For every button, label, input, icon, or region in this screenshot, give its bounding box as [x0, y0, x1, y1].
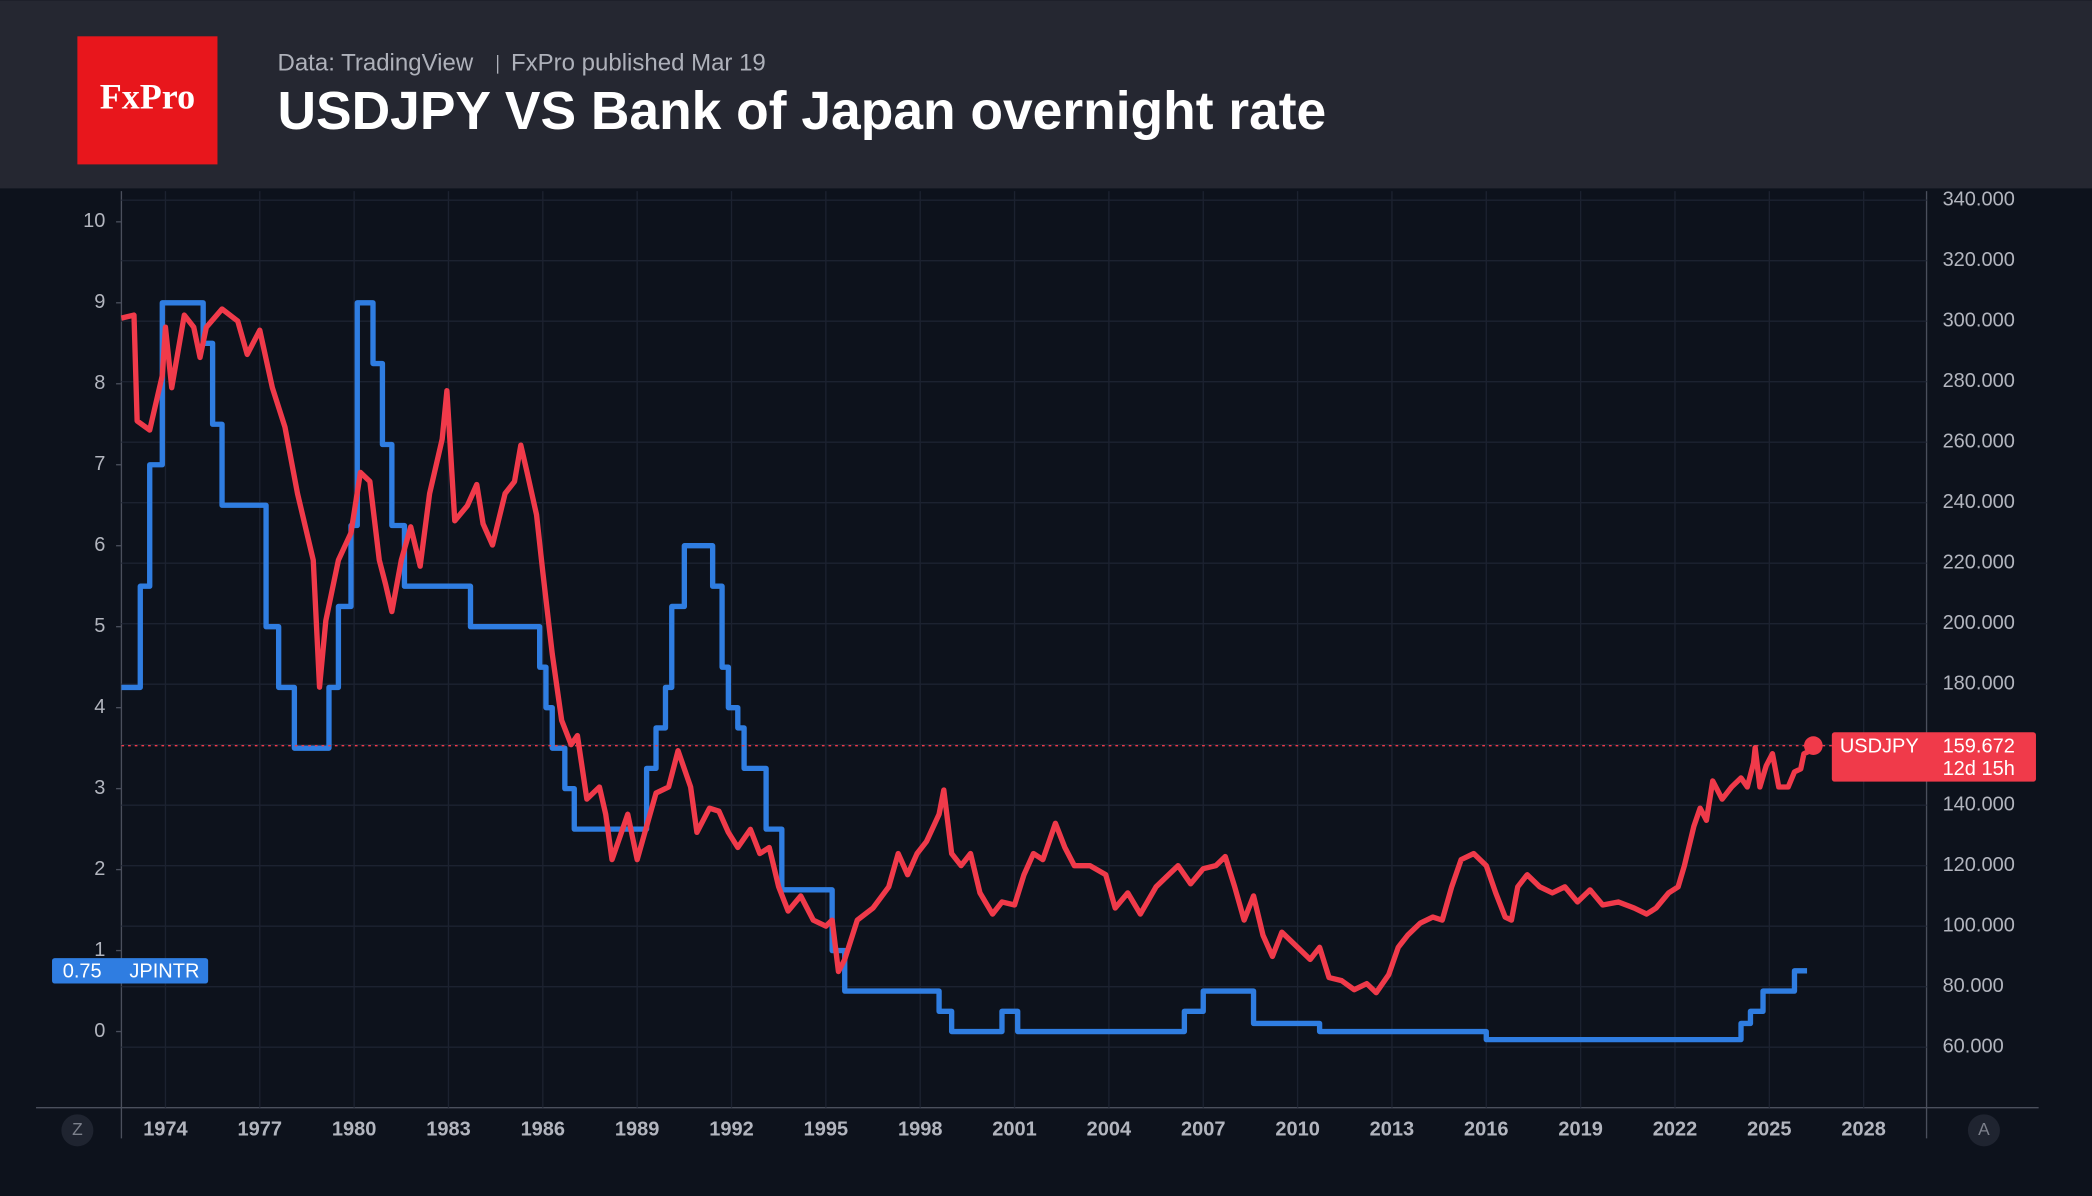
y2-tick-label: 120.000	[1943, 854, 2015, 876]
x-tick-label: 2016	[1464, 1119, 1509, 1141]
y-tick-label: 1	[94, 939, 105, 961]
x-tick-label: 2004	[1087, 1119, 1132, 1141]
x-tick-label: 2022	[1653, 1119, 1698, 1141]
y2-tick-label: 140.000	[1943, 793, 2015, 815]
y2-tick-label: 80.000	[1943, 975, 2004, 997]
button-label[interactable]: Z	[72, 1119, 83, 1139]
y2-tick-label: 240.000	[1943, 491, 2015, 513]
y2-tick-label: 180.000	[1943, 672, 2015, 694]
y-tick-label: 2	[94, 858, 105, 880]
y-tick-label: 4	[94, 696, 105, 718]
x-tick-label: 1986	[521, 1119, 566, 1141]
x-tick-label: 2028	[1841, 1119, 1886, 1141]
y2-tick-label: 60.000	[1943, 1035, 2004, 1057]
x-tick-label: 1995	[804, 1119, 849, 1141]
x-tick-label: 1980	[332, 1119, 376, 1141]
y-tick-label: 7	[94, 453, 105, 475]
y-tick-label: 6	[94, 534, 105, 556]
y-tick-label: 3	[94, 777, 105, 799]
y-tick-label: 5	[94, 615, 105, 637]
y-tick-label: 9	[94, 291, 105, 313]
y2-tick-label: 300.000	[1943, 309, 2015, 331]
x-tick-label: 1983	[426, 1119, 471, 1141]
last-point	[1804, 736, 1823, 755]
x-tick-label: 2025	[1747, 1119, 1792, 1141]
series-name: JPINTR	[129, 960, 199, 982]
y2-tick-label: 200.000	[1943, 612, 2015, 634]
source: Data: TradingView	[278, 50, 474, 77]
x-tick-label: 2007	[1181, 1119, 1225, 1141]
header	[0, 0, 2092, 189]
x-tick-label: 2019	[1558, 1119, 1603, 1141]
series-name: USDJPY	[1840, 735, 1919, 757]
x-tick-label: 1998	[898, 1119, 943, 1141]
published: FxPro published Mar 19	[511, 50, 766, 77]
last-value-label: 0.75	[63, 960, 102, 982]
x-tick-label: 2001	[992, 1119, 1037, 1141]
button[interactable]	[1967, 1114, 2000, 1147]
y2-tick-label: 340.000	[1943, 188, 2015, 210]
button[interactable]	[61, 1114, 94, 1147]
x-tick-label: 1974	[143, 1119, 188, 1141]
x-tick-label: 1977	[238, 1119, 283, 1141]
countdown: 12d 15h	[1943, 758, 2015, 780]
value-badge	[52, 958, 209, 984]
x-tick-label: 1992	[709, 1119, 754, 1141]
button-label[interactable]: A	[1978, 1119, 1990, 1139]
y2-tick-label: 220.000	[1943, 551, 2015, 573]
y2-tick-label: 100.000	[1943, 914, 2015, 936]
y-tick-label: 0	[94, 1020, 105, 1042]
y-tick-label: 8	[94, 372, 105, 394]
x-tick-label: 2010	[1275, 1119, 1320, 1141]
y2-tick-label: 320.000	[1943, 249, 2015, 271]
series-line	[120, 306, 1816, 996]
logo: FxPro	[100, 77, 195, 117]
y2-tick-label: 260.000	[1943, 430, 2015, 452]
logo-box	[77, 36, 218, 165]
last-value-label: 159.672	[1943, 735, 2015, 757]
price-badge	[1831, 732, 2036, 782]
series-line	[121, 300, 1808, 1043]
chart-title: USDJPY VS Bank of Japan overnight rate	[278, 82, 1327, 141]
y2-tick-label: 280.000	[1943, 370, 2015, 392]
x-tick-label: 2013	[1370, 1119, 1415, 1141]
y-tick-label: 10	[83, 210, 105, 232]
x-tick-label: 1989	[615, 1119, 660, 1141]
